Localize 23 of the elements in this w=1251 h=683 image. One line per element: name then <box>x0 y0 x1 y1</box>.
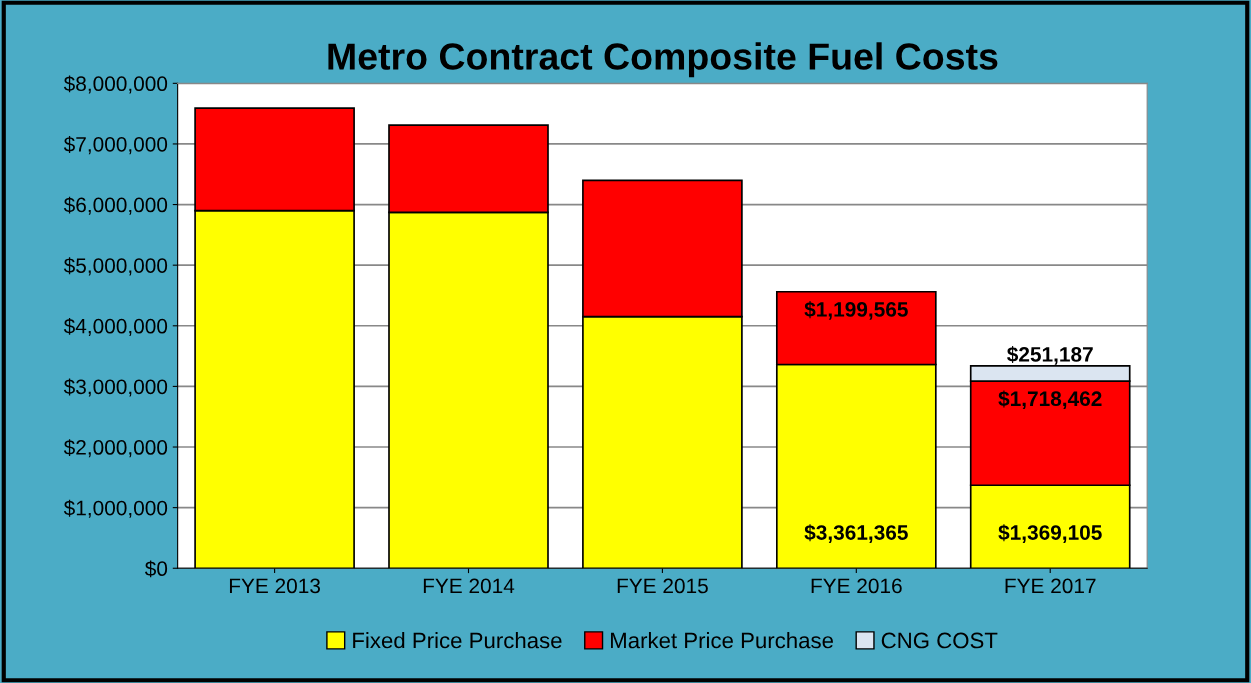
legend-label: Fixed Price Purchase <box>353 632 562 649</box>
x-tick-label: FYE 2016 <box>811 578 902 594</box>
x-tick-label: FYE 2015 <box>617 578 708 594</box>
y-tick-label: $2,000,000 <box>63 439 168 458</box>
y-tick-label: $5,000,000 <box>63 257 168 276</box>
y-tick-label: $0 <box>144 560 168 578</box>
x-tick-label: FYE 2014 <box>423 578 515 594</box>
data-label: $251,187 <box>1007 346 1093 365</box>
x-tick-label: FYE 2013 <box>229 578 321 594</box>
data-label: $1,369,105 <box>998 524 1102 543</box>
legend-label: Market Price Purchase <box>611 632 833 649</box>
y-tick-label: $1,000,000 <box>63 499 168 518</box>
y-tick-label: $3,000,000 <box>63 378 168 397</box>
y-tick-label: $6,000,000 <box>63 196 168 215</box>
data-label: $3,361,365 <box>804 524 908 543</box>
x-tick-label: FYE 2017 <box>1005 578 1096 594</box>
data-label: $1,199,565 <box>804 301 908 320</box>
data-label: $1,718,462 <box>998 390 1102 410</box>
y-tick-label: $4,000,000 <box>63 317 168 337</box>
y-tick-label: $7,000,000 <box>63 136 168 155</box>
chart-title: Metro Contract Composite Fuel Costs <box>328 42 998 78</box>
y-tick-label: $8,000,000 <box>63 75 168 94</box>
legend-label: CNG COST <box>881 632 998 649</box>
